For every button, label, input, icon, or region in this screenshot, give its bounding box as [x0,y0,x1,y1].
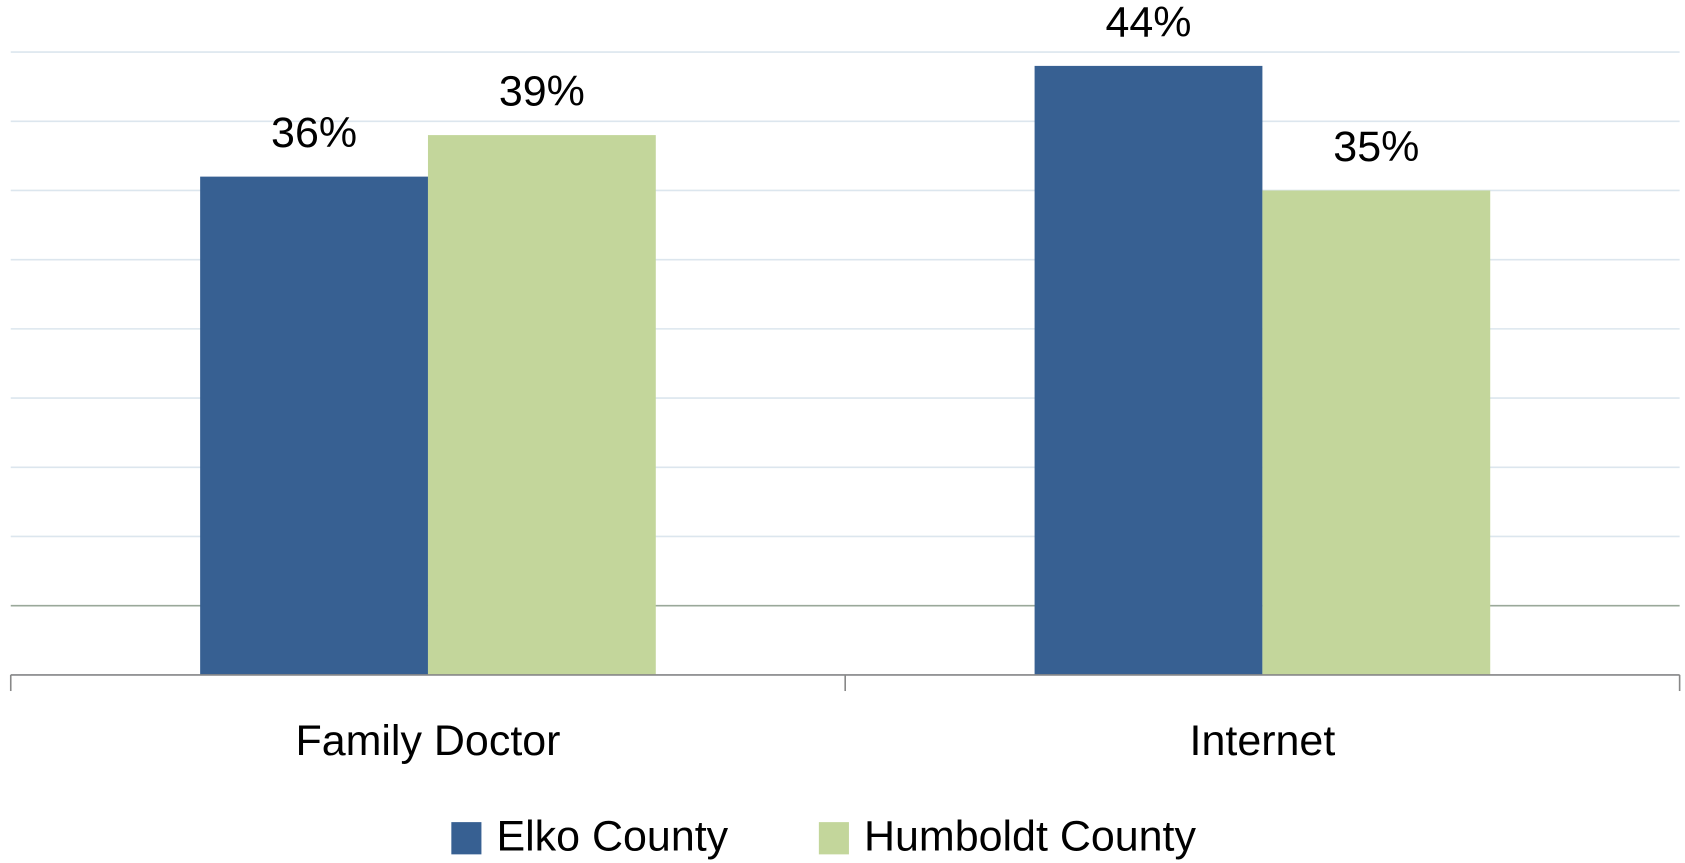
x-tick-label: Family Doctor [295,717,560,765]
data-label: 35% [1333,123,1419,171]
bar [1262,190,1491,675]
bar [1034,65,1263,675]
legend-swatch [451,822,482,855]
data-label: 44% [1105,0,1191,46]
legend-swatch [818,822,849,855]
x-tick-label: Internet [1190,717,1336,765]
data-label: 39% [499,68,585,116]
legend-label: Humboldt County [864,813,1196,861]
legend-label: Elko County [496,813,728,861]
data-label: 36% [271,109,357,157]
bar [200,176,428,675]
bar [427,135,656,675]
